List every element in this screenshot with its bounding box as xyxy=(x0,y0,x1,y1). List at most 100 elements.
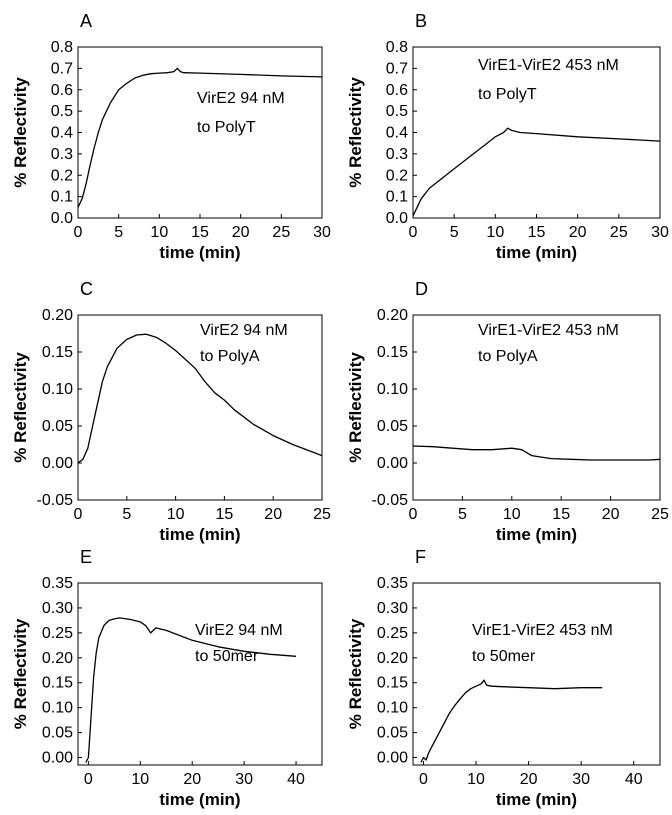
annotation-line: VirE2 94 nM xyxy=(195,622,283,639)
y-axis-label: % Reflectivity xyxy=(346,352,365,463)
x-axis-label: time (min) xyxy=(496,790,577,809)
panel-label: E xyxy=(80,547,92,567)
x-tick-label: 15 xyxy=(552,506,570,523)
x-tick-label: 40 xyxy=(625,771,643,788)
y-tick-label: 0.05 xyxy=(377,725,408,742)
y-tick-label: 0.7 xyxy=(386,60,408,77)
y-tick-label: 0.10 xyxy=(377,700,408,717)
annotation-line: to PolyT xyxy=(478,86,537,103)
y-tick-label: 0.00 xyxy=(377,455,408,472)
panel-label: F xyxy=(415,547,426,567)
y-tick-label: 0.5 xyxy=(386,103,408,120)
y-tick-label: 0.05 xyxy=(377,418,408,435)
y-tick-label: 0.1 xyxy=(386,189,408,206)
series-line xyxy=(412,127,661,217)
y-tick-label: 0.05 xyxy=(42,725,73,742)
plot-frame xyxy=(77,314,323,501)
x-tick-label: 25 xyxy=(313,506,331,523)
annotation-line: VirE2 94 nM xyxy=(197,90,285,107)
y-tick-label: 0.2 xyxy=(51,167,73,184)
x-axis-label: time (min) xyxy=(496,243,577,262)
series-line xyxy=(420,679,603,763)
x-tick-label: 5 xyxy=(122,506,131,523)
x-tick-label: 15 xyxy=(191,224,209,241)
y-tick-label: 0.6 xyxy=(51,82,73,99)
x-tick-label: 30 xyxy=(572,771,590,788)
x-axis-label: time (min) xyxy=(496,525,577,544)
x-tick-label: 25 xyxy=(272,224,290,241)
plot-frame xyxy=(412,582,661,766)
y-tick-label: 0.15 xyxy=(377,344,408,361)
y-tick-label: 0.1 xyxy=(51,189,73,206)
x-tick-label: 40 xyxy=(287,771,305,788)
annotation-line: to 50mer xyxy=(195,648,259,665)
x-tick-label: 20 xyxy=(264,506,282,523)
x-tick-label: 10 xyxy=(503,506,521,523)
panel-label: B xyxy=(415,11,427,31)
x-tick-label: 0 xyxy=(419,771,428,788)
x-tick-label: 10 xyxy=(467,771,485,788)
series-line xyxy=(77,333,323,464)
chart-panel-e: E 0 10 20 30 40 0.00 0.05 0.10 0.15 0.20 0.25 0.30 0.… xyxy=(11,547,323,809)
y-tick-label: 0.25 xyxy=(377,625,408,642)
chart-panel-a: A 0 5 10 15 20 25 30 0.0 0.1 0.2 0.3 0.4 0.5 0.6 0.7 0.8… xyxy=(11,11,331,262)
annotation-line: to 50mer xyxy=(472,648,536,665)
x-tick-label: 25 xyxy=(610,224,628,241)
chart-panel-d: D 0 5 10 15 20 25 -0.05 0.00 0.05 0.10 0.15 0.20 time… xyxy=(346,279,669,544)
x-tick-label: 0 xyxy=(409,506,418,523)
y-tick-label: 0.0 xyxy=(386,210,408,227)
chart-panel-c: C 0 5 10 15 20 25 -0.05 0.00 0.05 0.10 0.15 0.20 time… xyxy=(11,279,331,544)
y-tick-label: 0.7 xyxy=(51,60,73,77)
annotation-line: to PolyA xyxy=(478,348,538,365)
annotation-line: to PolyA xyxy=(200,348,260,365)
y-tick-label: 0.30 xyxy=(377,600,408,617)
y-tick-label: 0.6 xyxy=(386,82,408,99)
series-line xyxy=(85,617,297,763)
y-tick-label: 0.00 xyxy=(42,455,73,472)
x-tick-label: 20 xyxy=(520,771,538,788)
x-tick-label: 25 xyxy=(651,506,669,523)
plot-frame xyxy=(77,582,323,766)
x-tick-label: 5 xyxy=(450,224,459,241)
y-tick-label: 0.5 xyxy=(51,103,73,120)
x-tick-label: 20 xyxy=(602,506,620,523)
x-tick-label: 15 xyxy=(528,224,546,241)
y-tick-label: 0.20 xyxy=(377,650,408,667)
annotation-line: VirE1-VirE2 453 nM xyxy=(478,57,619,74)
y-axis-label: % Reflectivity xyxy=(11,77,30,188)
y-tick-label: 0.3 xyxy=(51,146,73,163)
y-tick-label: 0.20 xyxy=(377,307,408,324)
annotation-line: VirE1-VirE2 453 nM xyxy=(472,622,613,639)
y-tick-label: 0.00 xyxy=(377,750,408,767)
y-tick-label: 0.4 xyxy=(51,125,73,142)
y-tick-label: 0.25 xyxy=(42,625,73,642)
chart-panel-b: B 0 5 10 15 20 25 30 0.0 0.1 0.2 0.3 0.4 0.5 0.6 0.7 0.8… xyxy=(346,11,669,262)
y-tick-label: 0.20 xyxy=(42,307,73,324)
y-tick-label: -0.05 xyxy=(37,492,74,509)
y-tick-label: 0.00 xyxy=(42,750,73,767)
panel-label: A xyxy=(80,11,92,31)
y-tick-label: 0.05 xyxy=(42,418,73,435)
x-tick-label: 30 xyxy=(235,771,253,788)
panel-label: D xyxy=(415,279,428,299)
x-tick-label: 30 xyxy=(313,224,331,241)
x-tick-label: 20 xyxy=(183,771,201,788)
x-tick-label: 10 xyxy=(486,224,504,241)
x-tick-label: 10 xyxy=(167,506,185,523)
y-tick-label: 0.35 xyxy=(42,575,73,592)
y-tick-label: 0.15 xyxy=(42,675,73,692)
y-tick-label: 0.8 xyxy=(386,39,408,56)
series-line xyxy=(412,445,661,461)
y-tick-label: 0.10 xyxy=(42,381,73,398)
y-tick-label: 0.2 xyxy=(386,167,408,184)
x-tick-label: 30 xyxy=(651,224,669,241)
y-tick-label: 0.10 xyxy=(377,381,408,398)
panel-label: C xyxy=(80,279,93,299)
y-axis-label: % Reflectivity xyxy=(346,77,365,188)
y-tick-label: 0.4 xyxy=(386,125,408,142)
x-tick-label: 10 xyxy=(131,771,149,788)
y-tick-label: 0.10 xyxy=(42,700,73,717)
x-tick-label: 0 xyxy=(84,771,93,788)
x-axis-label: time (min) xyxy=(159,790,240,809)
